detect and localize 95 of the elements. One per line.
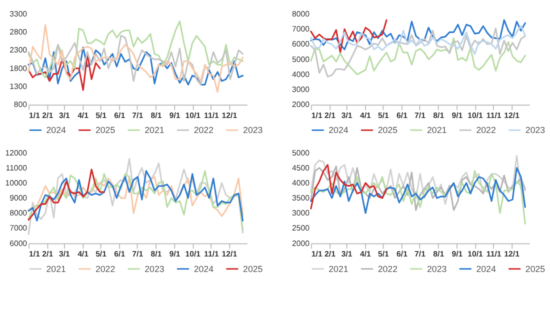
x-tick-label: 7/1 [132, 250, 144, 259]
legend-label: 2024 [46, 125, 66, 136]
legend-label: 2021 [144, 125, 164, 136]
y-tick-label: 9000 [10, 194, 28, 203]
x-tick-label: 12/1 [504, 110, 520, 120]
x-tick-label: 8/1 [150, 250, 162, 259]
x-tick-label: 5/1 [96, 110, 108, 120]
y-tick-label: 5000 [292, 148, 310, 158]
x-tick-label: 5/1 [96, 250, 108, 259]
legend-label: 2022 [95, 264, 116, 274]
x-tick-label: 3/1 [341, 250, 353, 259]
y-tick-label: 6000 [292, 40, 310, 49]
y-tick-label: 1800 [10, 64, 28, 73]
x-tick-label: 6/1 [114, 110, 126, 120]
legend-label: 2022 [378, 264, 398, 274]
legend-label: 2025 [95, 125, 116, 136]
legend-label: 2023 [525, 125, 546, 136]
legend-label: 2024 [476, 264, 496, 274]
x-tick-label: 12/1 [504, 250, 520, 259]
x-tick-label: 7/1 [414, 110, 426, 120]
y-tick-label: 3500 [292, 194, 310, 203]
legend-label: 2025 [243, 264, 263, 274]
x-tick-label: 9/1 [452, 250, 464, 259]
x-tick-label: 4/1 [78, 110, 90, 120]
x-tick-label: 7/1 [132, 110, 144, 120]
x-tick-label: 3/1 [58, 250, 71, 259]
x-tick-label: 3/1 [341, 110, 353, 120]
x-tick-label: 7/1 [414, 250, 426, 259]
y-tick-label: 3000 [292, 84, 310, 94]
x-tick-label: 11/1 [486, 110, 502, 120]
x-tick-label: 2/1 [324, 110, 336, 120]
x-tick-label: 6/1 [396, 110, 408, 120]
x-tick-label: 8/1 [433, 250, 445, 259]
x-tick-label: 4/1 [360, 110, 372, 120]
y-tick-label: 3300 [10, 10, 28, 19]
x-tick-label: 5/1 [378, 110, 390, 120]
x-tick-label: 10/1 [185, 250, 202, 259]
y-tick-label: 10000 [5, 178, 28, 188]
x-tick-label: 9/1 [452, 110, 464, 120]
x-tick-label: 2/1 [42, 110, 54, 120]
y-tick-label: 2800 [10, 28, 28, 37]
legend-label: 2023 [427, 264, 447, 274]
x-tick-label: 11/1 [204, 250, 220, 259]
x-tick-label: 8/1 [433, 110, 445, 120]
x-tick-label: 4/1 [78, 250, 90, 259]
x-tick-label: 10/1 [468, 110, 484, 120]
y-tick-label: 4500 [292, 163, 310, 172]
x-tick-label: 11/1 [486, 250, 502, 259]
y-tick-label: 2000 [292, 238, 310, 248]
y-tick-label: 12000 [5, 148, 28, 158]
x-tick-label: 10/1 [468, 250, 484, 259]
x-tick-label: 2/1 [42, 250, 54, 259]
legend-label: 2025 [525, 264, 546, 274]
y-tick-label: 8000 [292, 10, 310, 19]
legend-label: 2022 [476, 125, 496, 136]
legend-label: 2023 [243, 125, 263, 136]
y-tick-label: 2000 [292, 100, 310, 110]
y-tick-label: 2500 [292, 224, 310, 233]
x-tick-label: 1/1 [311, 250, 323, 259]
legend-label: 2021 [46, 264, 66, 274]
y-tick-label: 7000 [10, 224, 28, 233]
x-tick-label: 6/1 [114, 250, 126, 259]
y-tick-label: 4000 [292, 70, 310, 79]
x-tick-label: 1/1 [29, 110, 41, 120]
y-tick-label: 11000 [6, 163, 28, 172]
x-tick-label: 12/1 [222, 250, 238, 259]
x-tick-label: 4/1 [360, 250, 372, 259]
y-tick-label: 2300 [10, 46, 28, 55]
legend-label: 2024 [328, 125, 348, 136]
x-tick-label: 8/1 [150, 110, 162, 120]
x-tick-label: 12/1 [222, 110, 238, 120]
y-tick-label: 8000 [10, 208, 28, 218]
x-tick-label: 10/1 [185, 110, 202, 120]
legend-label: 2022 [194, 125, 214, 136]
y-tick-label: 1300 [10, 82, 28, 91]
x-tick-label: 9/1 [169, 110, 181, 120]
y-tick-label: 800 [14, 100, 28, 110]
legend-label: 2024 [194, 264, 214, 274]
legend-label: 2023 [144, 264, 164, 274]
x-tick-label: 5/1 [378, 250, 390, 259]
legend-label: 2021 [427, 125, 447, 136]
y-tick-label: 3000 [292, 208, 310, 218]
x-tick-label: 1/1 [311, 110, 323, 120]
x-tick-label: 1/1 [29, 250, 41, 259]
x-tick-label: 6/1 [396, 250, 408, 259]
legend-label: 2021 [328, 264, 348, 274]
x-tick-label: 9/1 [169, 250, 181, 259]
y-tick-label: 7000 [292, 24, 310, 34]
x-tick-label: 2/1 [324, 250, 336, 259]
x-tick-label: 3/1 [58, 110, 71, 120]
y-tick-label: 6000 [10, 238, 28, 248]
x-tick-label: 11/1 [204, 110, 220, 120]
legend-label: 2025 [378, 125, 398, 136]
y-tick-label: 4000 [292, 178, 310, 188]
y-tick-label: 5000 [292, 54, 310, 64]
